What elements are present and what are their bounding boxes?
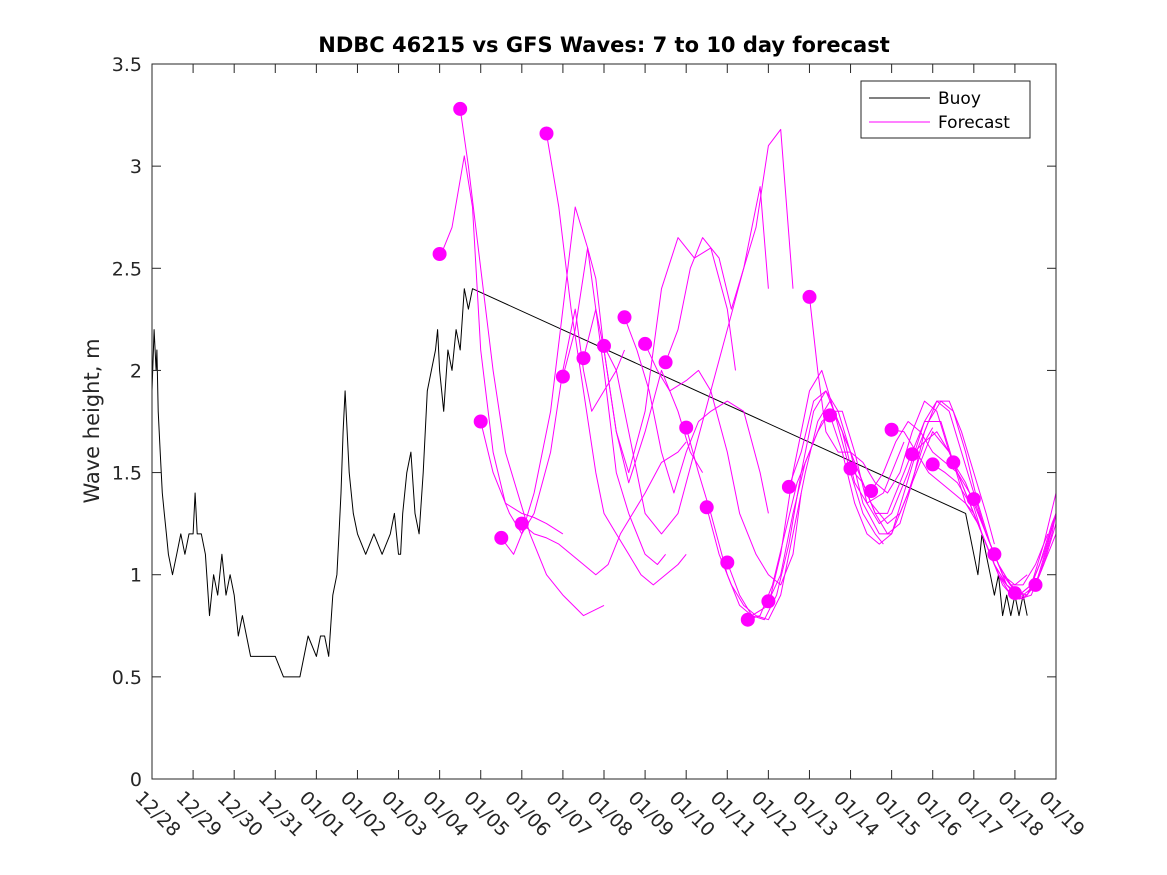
legend-buoy-label: Buoy (938, 89, 981, 109)
forecast-series-line-18 (788, 390, 995, 545)
forecast-start-marker (720, 555, 735, 570)
forecast-start-marker (946, 455, 961, 470)
forecast-series-line-7 (562, 247, 704, 484)
forecast-start-marker (638, 336, 653, 351)
y-tick-label: 0 (130, 769, 142, 791)
y-tick-label: 0.5 (112, 667, 142, 689)
forecast-start-marker (905, 447, 920, 462)
forecast-start-marker (514, 516, 529, 531)
forecast-start-marker (843, 461, 858, 476)
forecast-start-marker (699, 500, 714, 515)
forecast-series-line-5 (521, 441, 687, 576)
forecast-start-marker (679, 420, 694, 435)
forecast-series-line-17 (767, 410, 975, 602)
legend-box (860, 80, 1031, 139)
forecast-start-marker (740, 612, 755, 627)
y-tick-label: 3.5 (112, 54, 142, 76)
chart-title: NDBC 46215 vs GFS Waves: 7 to 10 day for… (318, 33, 889, 57)
forecast-start-marker (555, 369, 570, 384)
forecast-start-marker (576, 351, 591, 366)
forecast-series-line-28 (993, 492, 1056, 596)
forecast-start-marker (925, 457, 940, 472)
forecast-start-marker (658, 355, 673, 370)
y-tick-label: 2.5 (112, 258, 142, 280)
forecast-series-line-21 (850, 400, 1049, 586)
forecast-series-line-14 (706, 400, 905, 621)
forecast-start-marker (617, 310, 632, 325)
legend-forecast-label: Forecast (938, 113, 1010, 133)
y-tick-label: 1.5 (112, 463, 142, 485)
forecast-start-marker (966, 492, 981, 507)
legend: Buoy Forecast (860, 80, 1031, 139)
forecast-start-marker (1007, 586, 1022, 601)
forecast-series-line-6 (546, 133, 687, 586)
forecast-start-marker (1028, 577, 1043, 592)
forecast-series-line-12 (665, 128, 794, 363)
plot-area (152, 64, 1056, 779)
forecast-series-line-13 (685, 369, 884, 617)
forecast-start-marker (802, 289, 817, 304)
forecast-start-marker (823, 408, 837, 423)
buoy-series-line (152, 288, 1028, 678)
forecast-start-marker (864, 484, 879, 498)
forecast-start-marker (539, 126, 554, 141)
forecast-series-line-11 (644, 343, 802, 586)
forecast-start-marker (432, 247, 447, 261)
y-axis-label: Wave height, m (80, 338, 104, 503)
series-group (152, 101, 1056, 678)
forecast-series-line-2 (459, 108, 605, 617)
data-layer (152, 101, 1056, 678)
forecast-start-marker (597, 338, 611, 353)
forecast-start-marker (761, 594, 776, 609)
forecast-series-line-1 (439, 155, 564, 535)
forecast-start-marker (473, 414, 488, 429)
forecast-start-marker (453, 101, 468, 116)
forecast-start-marker (781, 479, 796, 494)
y-tick-label: 1 (130, 565, 142, 587)
forecast-start-marker (494, 530, 509, 545)
forecast-series-line-9 (603, 186, 769, 535)
y-tick-label: 2 (130, 360, 142, 382)
forecast-series-line-10 (624, 317, 769, 514)
forecast-start-marker (987, 547, 1002, 562)
y-tick-label: 3 (130, 156, 142, 178)
forecast-start-marker (884, 422, 899, 437)
